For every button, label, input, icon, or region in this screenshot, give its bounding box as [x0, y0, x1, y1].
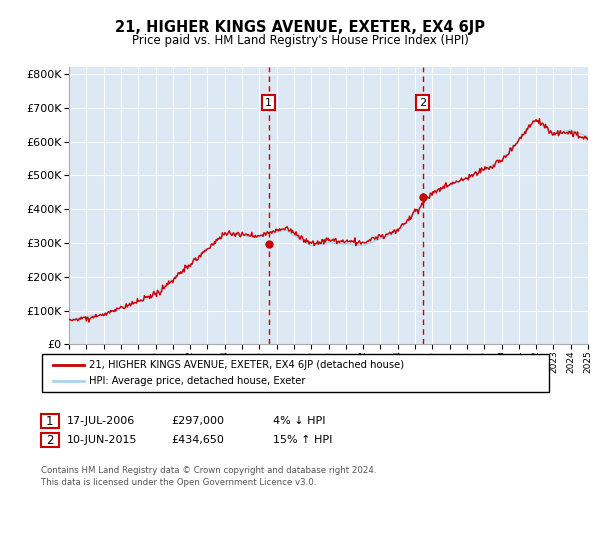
Text: £434,650: £434,650	[171, 435, 224, 445]
Text: 10-JUN-2015: 10-JUN-2015	[67, 435, 138, 445]
Text: 17-JUL-2006: 17-JUL-2006	[67, 416, 136, 426]
Text: £297,000: £297,000	[171, 416, 224, 426]
Text: 1: 1	[265, 97, 272, 108]
Text: 21, HIGHER KINGS AVENUE, EXETER, EX4 6JP: 21, HIGHER KINGS AVENUE, EXETER, EX4 6JP	[115, 20, 485, 35]
Text: HPI: Average price, detached house, Exeter: HPI: Average price, detached house, Exet…	[89, 376, 305, 386]
Text: 15% ↑ HPI: 15% ↑ HPI	[273, 435, 332, 445]
Text: Price paid vs. HM Land Registry's House Price Index (HPI): Price paid vs. HM Land Registry's House …	[131, 34, 469, 46]
Text: 2: 2	[419, 97, 426, 108]
Text: 1: 1	[46, 414, 53, 428]
Text: Contains HM Land Registry data © Crown copyright and database right 2024.
This d: Contains HM Land Registry data © Crown c…	[41, 466, 376, 487]
Text: 2: 2	[46, 433, 53, 447]
Text: 4% ↓ HPI: 4% ↓ HPI	[273, 416, 325, 426]
Text: 21, HIGHER KINGS AVENUE, EXETER, EX4 6JP (detached house): 21, HIGHER KINGS AVENUE, EXETER, EX4 6JP…	[89, 360, 404, 370]
